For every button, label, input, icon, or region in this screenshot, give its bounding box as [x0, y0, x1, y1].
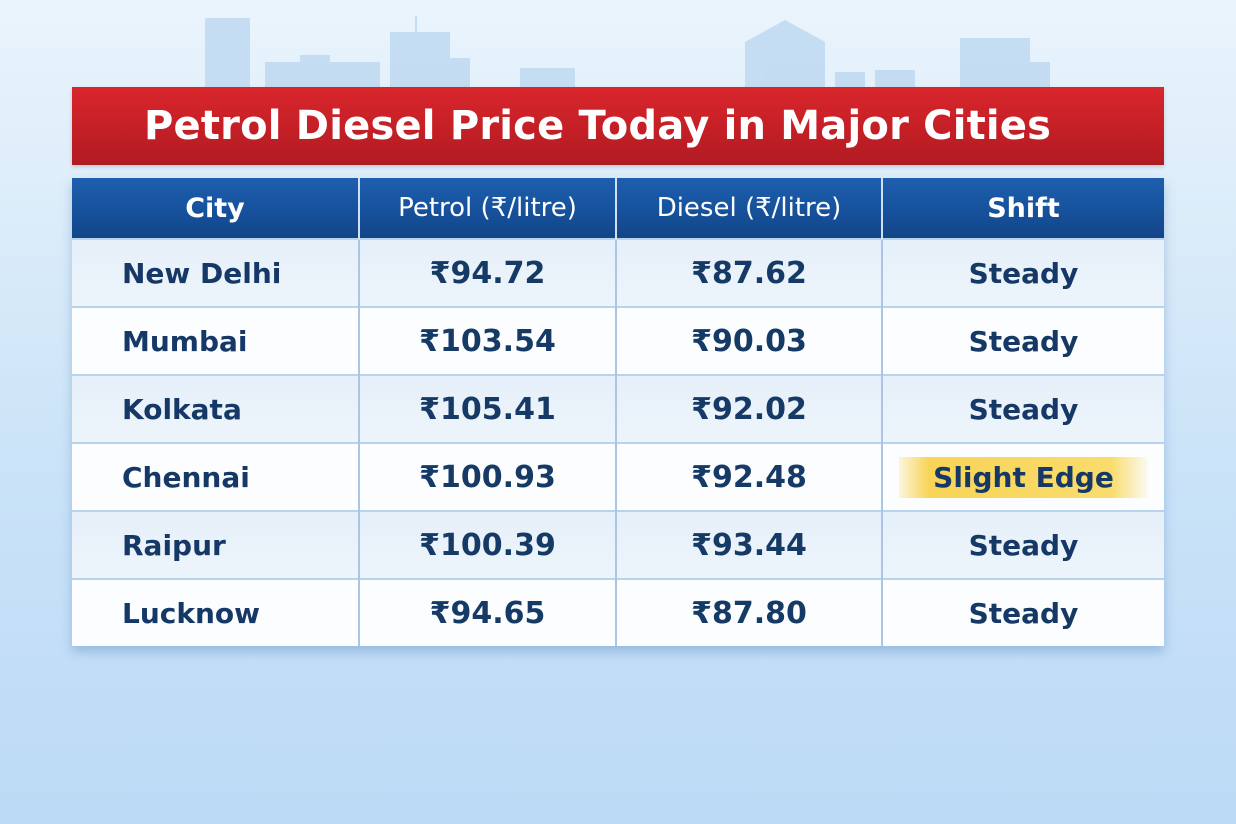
cell-city: New Delhi	[72, 238, 359, 307]
cell-shift: Steady	[881, 238, 1164, 307]
header-city: City	[72, 178, 359, 239]
cell-city: Mumbai	[72, 306, 359, 375]
table-row: Kolkata ₹105.41 ₹92.02 Steady	[72, 374, 1164, 443]
price-table-container: City Petrol (₹/litre) Diesel (₹/litre) S…	[72, 178, 1164, 646]
table-row: New Delhi ₹94.72 ₹87.62 Steady	[72, 238, 1164, 307]
page-title: Petrol Diesel Price Today in Major Citie…	[144, 103, 1052, 149]
cell-petrol-price: ₹94.72	[358, 238, 616, 307]
table-row: Chennai ₹100.93 ₹92.48 Slight Edge	[72, 442, 1164, 511]
fuel-price-table: City Petrol (₹/litre) Diesel (₹/litre) S…	[72, 178, 1164, 646]
header-petrol: Petrol (₹/litre)	[358, 178, 616, 239]
cell-shift: Steady	[881, 306, 1164, 375]
cell-petrol-price: ₹103.54	[358, 306, 616, 375]
city-skyline-background	[205, 16, 1050, 90]
cell-diesel-price: ₹92.02	[615, 374, 882, 443]
header-diesel: Diesel (₹/litre)	[615, 178, 882, 239]
cell-petrol-price: ₹94.65	[358, 578, 616, 646]
cell-shift: Steady	[881, 578, 1164, 646]
cell-petrol-price: ₹100.93	[358, 442, 616, 511]
cell-diesel-price: ₹92.48	[615, 442, 882, 511]
cell-city: Kolkata	[72, 374, 359, 443]
cell-shift: Slight Edge	[881, 442, 1164, 511]
highlight-badge: Slight Edge	[899, 456, 1148, 498]
cell-diesel-price: ₹87.62	[615, 238, 882, 307]
cell-diesel-price: ₹93.44	[615, 510, 882, 579]
cell-petrol-price: ₹100.39	[358, 510, 616, 579]
cell-shift: Steady	[881, 374, 1164, 443]
table-row: Lucknow ₹94.65 ₹87.80 Steady	[72, 578, 1164, 646]
cell-petrol-price: ₹105.41	[358, 374, 616, 443]
cell-city: Lucknow	[72, 578, 359, 646]
table-row: Mumbai ₹103.54 ₹90.03 Steady	[72, 306, 1164, 375]
cell-diesel-price: ₹87.80	[615, 578, 882, 646]
header-shift: Shift	[881, 178, 1164, 239]
table-row: Raipur ₹100.39 ₹93.44 Steady	[72, 510, 1164, 579]
cell-diesel-price: ₹90.03	[615, 306, 882, 375]
cell-shift: Steady	[881, 510, 1164, 579]
cell-city: Raipur	[72, 510, 359, 579]
cell-city: Chennai	[72, 442, 359, 511]
table-header-row: City Petrol (₹/litre) Diesel (₹/litre) S…	[72, 178, 1164, 239]
title-banner: Petrol Diesel Price Today in Major Citie…	[72, 87, 1164, 165]
